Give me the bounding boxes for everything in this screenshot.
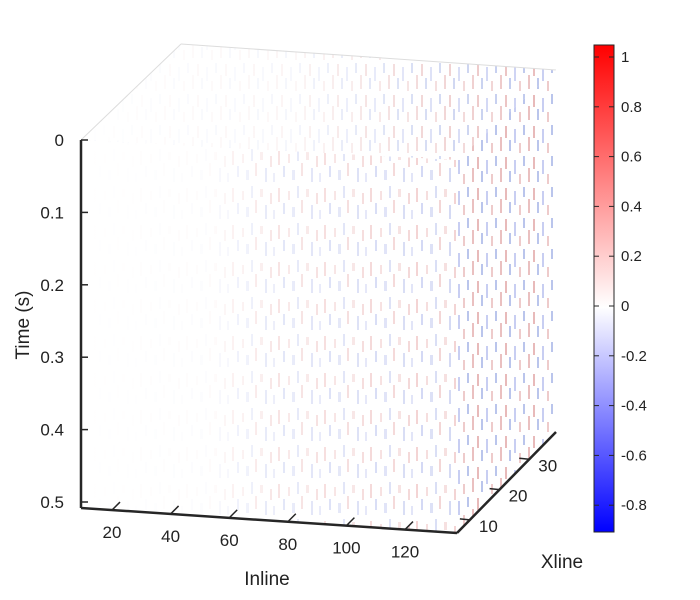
inline-tick-label: 100 <box>332 539 360 558</box>
time-tick-label: 0.3 <box>40 348 64 367</box>
colorbar-tick-label: 0 <box>621 298 629 315</box>
inline-tick-mark <box>345 517 355 527</box>
inline-tick-label: 120 <box>391 543 419 562</box>
time-tick-label: 0.1 <box>40 203 64 222</box>
xline-tick-mark <box>459 518 470 521</box>
xline-axis-line <box>456 431 557 534</box>
cube-side-face <box>457 70 556 533</box>
xline-tick-label: 30 <box>538 456 557 475</box>
colorbar-tick-label: 0.8 <box>621 99 642 116</box>
colorbar-tick-label: -0.6 <box>621 447 647 464</box>
xline-tick-mark <box>489 487 500 491</box>
cube-top-face-fade <box>81 44 556 160</box>
cube-front-face-fade <box>81 140 457 533</box>
inline-tick-mark <box>404 521 414 531</box>
inline-tick-label: 40 <box>161 527 180 546</box>
colorbar-tick-label: -0.4 <box>621 398 647 415</box>
time-tick-label: 0.4 <box>40 421 64 440</box>
inline-tick-label: 60 <box>220 531 239 550</box>
colorbar-tick-label: 0.2 <box>621 248 642 265</box>
colorbar-ticks: 1 0.8 0.6 0.4 0.2 0 -0.2 -0.4 -0.6 -0.8 <box>594 49 647 514</box>
time-axis-ticks: 0 0.1 0.2 0.3 0.4 0.5 <box>40 131 88 512</box>
time-axis-title: Time (s) <box>13 291 34 360</box>
colorbar-tick-label: -0.8 <box>621 497 647 514</box>
cube-front-face-group <box>81 140 457 533</box>
colorbar-tick-label: -0.2 <box>621 348 647 365</box>
xline-axis-ticks: 10 20 30 <box>459 456 557 536</box>
colorbar-tick-label: 0.6 <box>621 149 642 166</box>
inline-tick-mark <box>287 513 297 523</box>
inline-tick-mark <box>111 501 121 511</box>
xline-axis-title: Xline <box>541 552 583 573</box>
xline-tick-label: 20 <box>509 487 528 506</box>
inline-tick-label: 80 <box>278 535 297 554</box>
colorbar-tick-label: 1 <box>621 49 629 66</box>
inline-axis-ticks: 20 40 60 80 100 120 <box>103 501 419 562</box>
time-tick-label: 0.2 <box>40 276 64 295</box>
time-tick-label: 0 <box>55 131 64 150</box>
xline-tick-mark <box>519 457 530 461</box>
time-tick-label: 0.5 <box>40 493 64 512</box>
xline-tick-label: 10 <box>479 517 498 536</box>
inline-axis-line <box>80 506 458 535</box>
inline-axis-title: Inline <box>244 569 289 590</box>
colorbar-tick-label: 0.4 <box>621 198 642 215</box>
inline-tick-mark <box>228 509 238 519</box>
colorbar <box>593 44 615 533</box>
cube-back-edge-top <box>180 43 557 71</box>
inline-tick-mark <box>170 505 180 515</box>
inline-tick-label: 20 <box>103 523 122 542</box>
cube-back-edge-left <box>80 43 182 141</box>
